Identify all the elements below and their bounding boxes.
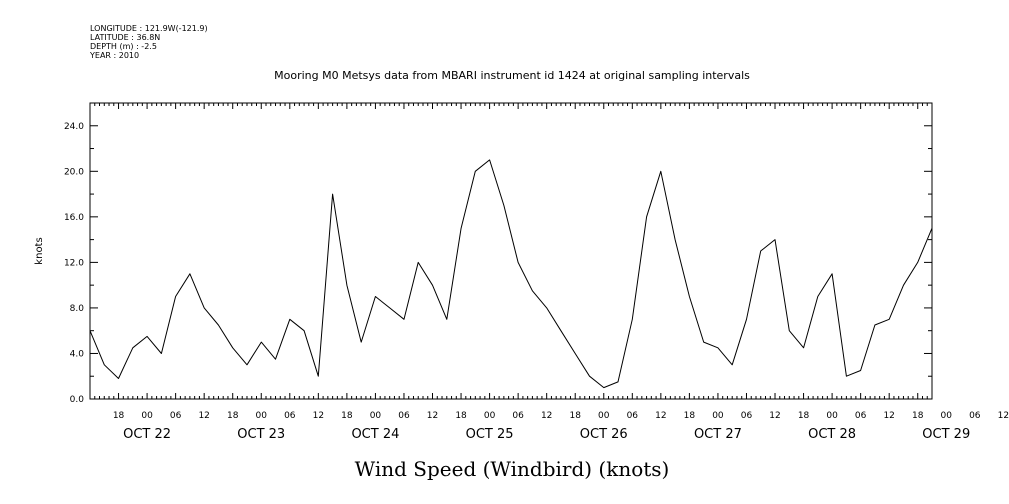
x-hour-label: 00	[941, 411, 953, 421]
x-hour-label: 18	[341, 411, 353, 421]
x-hour-label: 12	[198, 411, 209, 421]
y-tick-label: 24.0	[64, 122, 84, 132]
meta-year: YEAR : 2010	[89, 51, 139, 60]
y-tick-label: 8.0	[70, 304, 85, 314]
x-hour-label: 06	[969, 411, 981, 421]
x-hour-label: 06	[512, 411, 524, 421]
x-hour-label: 06	[398, 411, 410, 421]
x-day-label: OCT 27	[694, 427, 742, 442]
y-tick-label: 4.0	[70, 349, 85, 359]
x-hour-label: 12	[313, 411, 324, 421]
x-hour-label: 18	[684, 411, 696, 421]
x-hour-label: 06	[627, 411, 639, 421]
meta-depth: DEPTH (m) : -2.5	[90, 42, 157, 51]
x-hour-label: 06	[741, 411, 753, 421]
x-hour-label: 18	[569, 411, 581, 421]
series-group	[89, 159, 933, 389]
x-hour-label: 12	[769, 411, 780, 421]
x-day-label: OCT 29	[922, 427, 970, 442]
x-axis-label: Wind Speed (Windbird) (knots)	[355, 457, 670, 481]
x-hour-label: 18	[227, 411, 239, 421]
x-hour-label: 06	[284, 411, 296, 421]
x-day-label: OCT 24	[351, 427, 399, 442]
y-tick-label: 0.0	[70, 395, 85, 405]
meta-latitude: LATITUDE : 36.8N	[90, 33, 160, 42]
x-hour-label: 12	[655, 411, 666, 421]
x-hour-label: 00	[370, 411, 382, 421]
x-hour-label: 18	[113, 411, 125, 421]
x-hour-label: 00	[256, 411, 268, 421]
x-day-label: OCT 22	[123, 427, 171, 442]
x-hour-label: 12	[883, 411, 894, 421]
x-hour-label: 00	[484, 411, 496, 421]
x-day-label: OCT 26	[580, 427, 628, 442]
x-hour-label: 00	[141, 411, 153, 421]
x-hour-label: 12	[427, 411, 438, 421]
y-tick-label: 12.0	[64, 258, 84, 268]
y-axis: 0.0 4.0 8.0 12.0 16.0 20.0 24.0	[64, 102, 932, 405]
y-axis-label: knots	[34, 237, 45, 264]
y-tick-label: 16.0	[64, 213, 84, 223]
x-hour-label: 00	[712, 411, 724, 421]
x-hour-label: 06	[170, 411, 182, 421]
x-axis: 18 00 06 12 18 00 06 12 18 00 06 12 18 00 06 12 18 00 06 12…	[89, 103, 1009, 442]
chart-title: Mooring M0 Metsys data from MBARI instru…	[274, 69, 750, 82]
x-day-label: OCT 25	[466, 427, 514, 442]
x-hour-label: 18	[455, 411, 467, 421]
x-hour-label: 06	[855, 411, 867, 421]
x-hour-label: 00	[598, 411, 610, 421]
x-day-label: OCT 28	[808, 427, 856, 442]
meta-longitude: LONGITUDE : 121.9W(-121.9)	[90, 24, 208, 33]
x-hour-label: 12	[541, 411, 552, 421]
x-hour-label: 12	[998, 411, 1009, 421]
y-tick-label: 20.0	[64, 167, 84, 177]
x-hour-label: 00	[826, 411, 838, 421]
plot-frame	[89, 102, 933, 400]
wind-speed-line	[89, 159, 933, 389]
x-hour-label: 18	[798, 411, 810, 421]
x-day-label: OCT 23	[237, 427, 285, 442]
x-hour-label: 18	[912, 411, 924, 421]
